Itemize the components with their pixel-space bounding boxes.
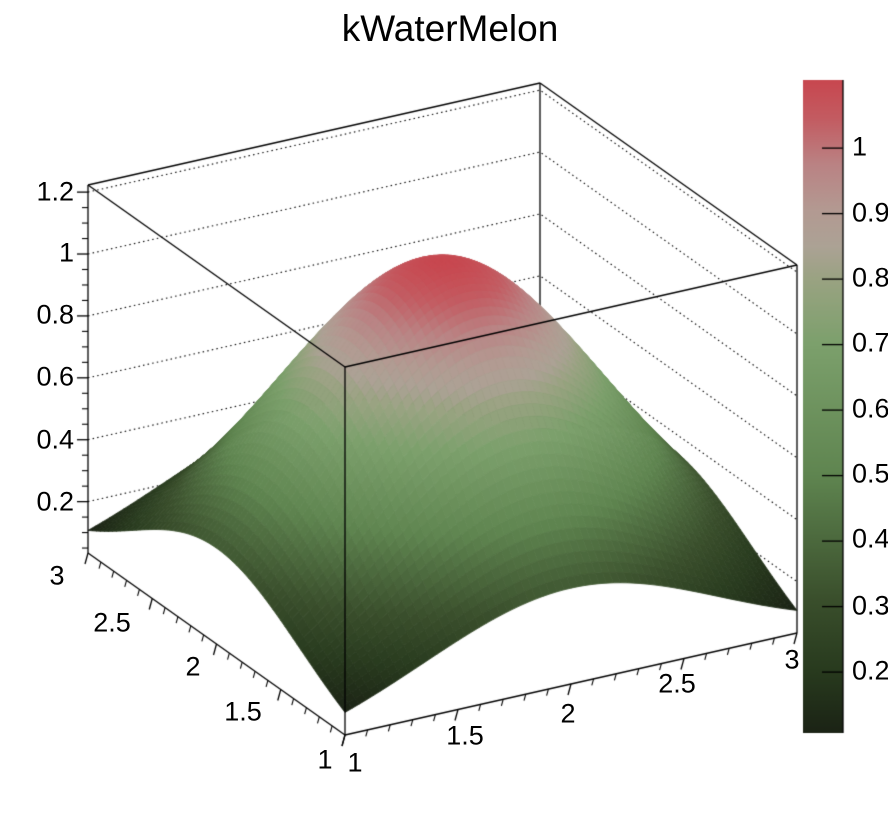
plot-title: kWaterMelon — [341, 8, 559, 49]
